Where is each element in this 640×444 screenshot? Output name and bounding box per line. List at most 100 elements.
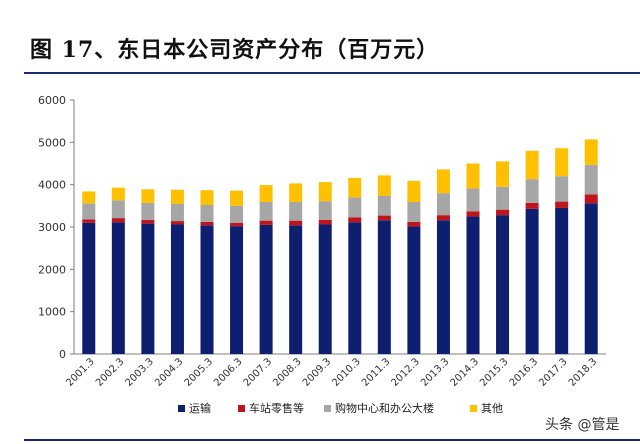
x-tick-label: 2014.3	[449, 356, 482, 389]
bar-segment-series-1	[289, 220, 303, 226]
x-axis: 2001.32002.32003.32004.32005.32006.32007…	[64, 353, 606, 389]
bar-segment-series-1	[82, 219, 96, 223]
x-tick-label: 2010.3	[330, 356, 363, 389]
bar-segment-series-2	[170, 203, 184, 222]
y-tick-label: 0	[59, 348, 66, 361]
y-tick-label: 4000	[38, 179, 66, 192]
bar-segment-series-3	[377, 175, 391, 196]
bar-segment-series-3	[407, 180, 421, 203]
bar-segment-series-1	[584, 194, 598, 204]
bar-segment-series-2	[555, 176, 569, 202]
legend-swatch	[324, 405, 331, 412]
bar-segment-series-0	[436, 220, 450, 354]
x-tick-label: 2004.3	[153, 356, 186, 389]
bar-stacks	[82, 139, 598, 354]
bar-segment-series-1	[466, 211, 480, 217]
page-title: 图 17、东日本公司资产分布（百万元）	[30, 37, 440, 63]
x-tick-label: 2016.3	[508, 356, 541, 389]
bar-segment-series-0	[82, 222, 96, 354]
bar-segment-series-3	[230, 190, 244, 206]
x-tick-label: 2011.3	[360, 356, 393, 389]
bar-segment-series-1	[377, 215, 391, 221]
title-divider	[24, 72, 640, 74]
bar-segment-series-0	[111, 222, 125, 354]
y-tick-label: 5000	[38, 136, 66, 149]
bar-segment-series-3	[436, 169, 450, 194]
bar-segment-series-3	[141, 189, 155, 203]
bar-segment-series-1	[170, 221, 184, 225]
bar-segment-series-0	[525, 208, 539, 354]
bar-segment-series-2	[289, 202, 303, 221]
bar-segment-series-3	[170, 189, 184, 204]
bar-segment-series-0	[259, 224, 273, 354]
bar-segment-series-3	[584, 139, 598, 165]
bar-segment-series-3	[111, 187, 125, 201]
x-tick-label: 2017.3	[537, 356, 570, 389]
bar-segment-series-0	[377, 220, 391, 354]
x-tick-label: 2018.3	[567, 356, 600, 389]
bar-segment-series-2	[496, 186, 510, 210]
x-tick-label: 2013.3	[419, 356, 452, 389]
bar-segment-series-3	[496, 161, 510, 187]
bar-segment-series-2	[466, 188, 480, 212]
bar-segment-series-1	[111, 218, 125, 223]
bar-segment-series-2	[141, 202, 155, 220]
bar-segment-series-2	[318, 201, 332, 220]
bar-segment-series-2	[111, 200, 125, 219]
bar-segment-series-0	[584, 203, 598, 354]
bar-segment-series-1	[318, 219, 332, 225]
bar-segment-series-1	[407, 221, 421, 227]
legend-label: 运输	[189, 401, 211, 415]
legend-swatch	[238, 405, 245, 412]
legend-label: 其他	[481, 402, 503, 415]
x-tick-label: 2003.3	[123, 356, 156, 389]
footer-divider	[24, 439, 640, 441]
bar-segment-series-0	[318, 224, 332, 354]
bar-segment-series-2	[82, 203, 96, 220]
x-tick-label: 2002.3	[94, 356, 127, 389]
bar-segment-series-0	[496, 215, 510, 354]
y-tick-label: 6000	[38, 94, 66, 107]
bar-segment-series-1	[200, 221, 214, 226]
y-axis: 0 1000 2000 3000 4000 5000 6000	[38, 94, 75, 361]
x-tick-label: 2006.3	[212, 356, 245, 389]
x-tick-label: 2008.3	[271, 356, 304, 389]
bar-segment-series-2	[259, 202, 273, 221]
bar-segment-series-0	[348, 222, 362, 354]
bar-segment-series-0	[466, 216, 480, 354]
bar-segment-series-2	[200, 204, 214, 222]
bar-segment-series-1	[496, 209, 510, 216]
bar-segment-series-0	[555, 207, 569, 354]
bar-segment-series-2	[436, 193, 450, 216]
y-tick-label: 3000	[38, 221, 66, 234]
bar-segment-series-3	[555, 148, 569, 177]
y-tick-label: 1000	[38, 306, 66, 319]
bar-segment-series-2	[348, 197, 362, 218]
bar-segment-series-2	[407, 202, 421, 222]
bar-segment-series-0	[230, 226, 244, 354]
bar-segment-series-0	[407, 226, 421, 354]
legend-swatch	[470, 405, 477, 412]
bar-segment-series-2	[525, 179, 539, 203]
bar-segment-series-3	[82, 191, 96, 204]
x-tick-label: 2007.3	[242, 356, 275, 389]
bar-segment-series-3	[200, 190, 214, 205]
bar-segment-series-2	[584, 164, 598, 195]
bar-segment-series-1	[230, 222, 244, 227]
x-tick-label: 2015.3	[478, 356, 511, 389]
x-tick-label: 2012.3	[389, 356, 422, 389]
y-tick-label: 2000	[38, 263, 66, 276]
bar-segment-series-1	[436, 215, 450, 221]
bar-segment-series-3	[318, 182, 332, 202]
bar-segment-series-0	[170, 224, 184, 354]
legend-swatch	[178, 405, 185, 412]
bar-segment-series-3	[259, 185, 273, 203]
x-tick-label: 2001.3	[64, 356, 97, 389]
bar-segment-series-2	[230, 205, 244, 223]
bar-segment-series-3	[289, 183, 303, 203]
bar-segment-series-0	[289, 225, 303, 354]
bar-segment-series-3	[348, 177, 362, 198]
bar-segment-series-1	[259, 220, 273, 225]
bar-segment-series-1	[141, 219, 155, 224]
